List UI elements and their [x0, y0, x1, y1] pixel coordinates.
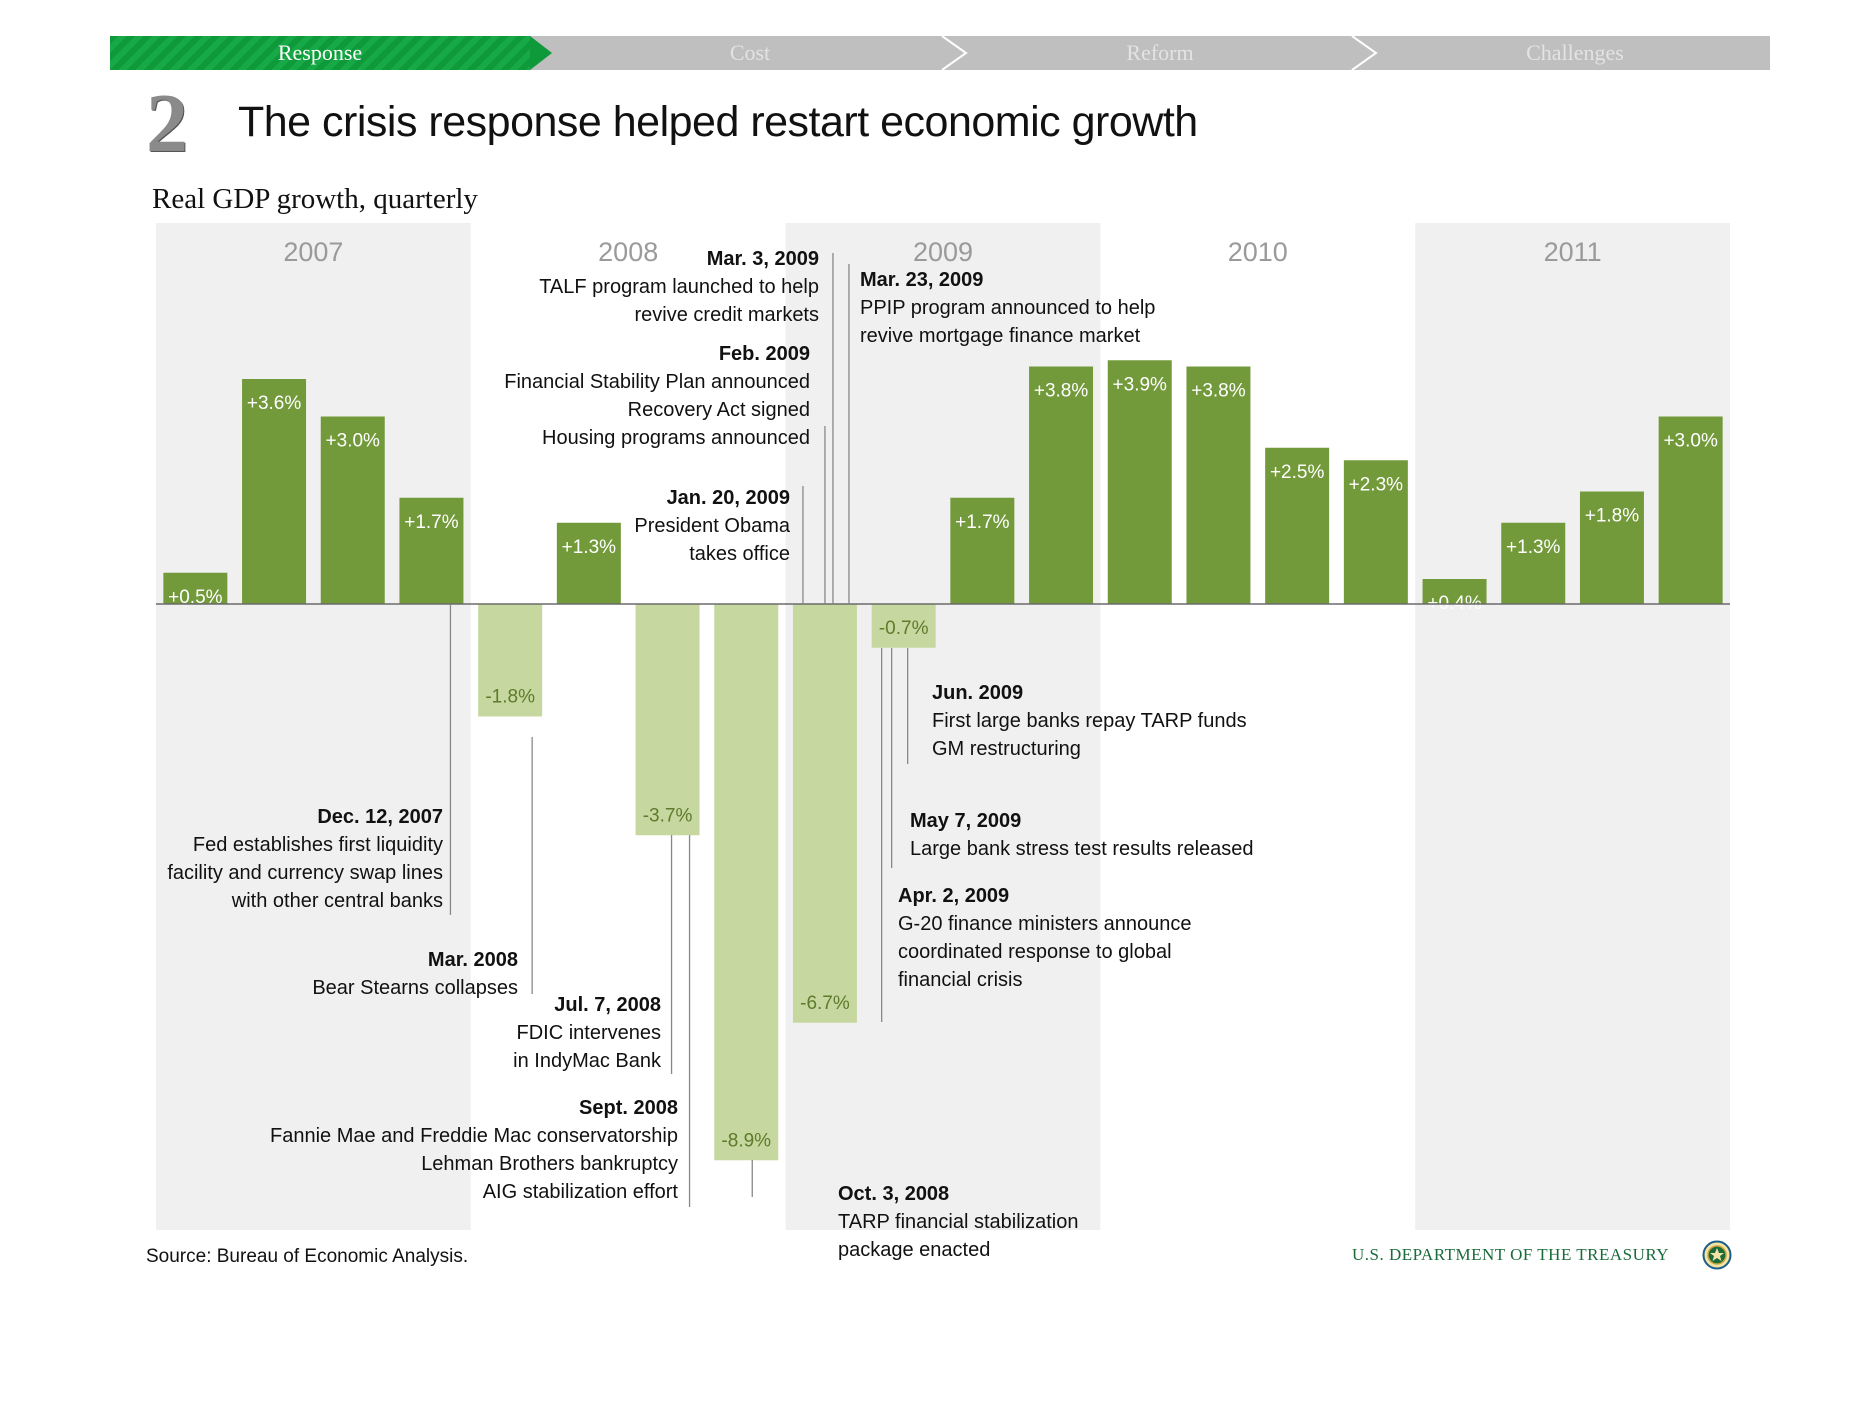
- gdp-bar: [478, 604, 543, 717]
- year-band-2011: [1415, 223, 1730, 1230]
- bar-value-label: +3.8%: [1034, 381, 1089, 402]
- section-nav: Response Cost Reform Challenges: [110, 36, 1770, 70]
- nav-chevron-icon: [941, 36, 968, 70]
- gdp-bar: [714, 604, 779, 1161]
- gdp-bar: [1422, 579, 1487, 604]
- bar-value-label: +2.5%: [1270, 462, 1325, 483]
- annotation-financial-stability: Feb. 2009 Financial Stability Plan annou…: [504, 343, 810, 449]
- page-title: The crisis response helped restart econo…: [238, 98, 1198, 146]
- annotation-talf: Mar. 3, 2009 TALF program launched to he…: [539, 248, 819, 326]
- bar-value-label: +3.0%: [1663, 431, 1718, 452]
- gdp-bar: [1343, 460, 1408, 604]
- annotation-obama: Jan. 20, 2009 President Obama takes offi…: [634, 487, 790, 565]
- tab-response[interactable]: Response: [110, 36, 530, 70]
- treasury-seal-icon: [1702, 1240, 1732, 1270]
- gdp-bar: [1265, 447, 1330, 604]
- gdp-bar: [163, 572, 228, 604]
- gdp-bar: [792, 604, 857, 1023]
- bar-value-label: -1.8%: [485, 687, 535, 708]
- bar-value-label: -8.9%: [721, 1130, 771, 1151]
- gdp-bar: [242, 379, 307, 604]
- year-label-2008: 2008: [598, 237, 658, 267]
- gdp-bar: [1579, 491, 1644, 604]
- year-label-2011: 2011: [1544, 237, 1602, 267]
- gdp-bar: [1658, 416, 1723, 604]
- gdp-bar: [1029, 366, 1094, 604]
- bar-value-label: -3.7%: [643, 805, 693, 826]
- tab-cost[interactable]: Cost: [729, 40, 771, 65]
- year-label-2010: 2010: [1228, 237, 1288, 267]
- source-note: Source: Bureau of Economic Analysis.: [146, 1246, 469, 1267]
- annotation-tarp-enacted: Oct. 3, 2008 TARP financial stabilizatio…: [838, 1183, 1079, 1261]
- gdp-bar: [950, 497, 1015, 604]
- year-band-2007: [156, 223, 471, 1230]
- bar-value-label: +1.3%: [1506, 537, 1561, 558]
- gdp-bar: [556, 522, 621, 604]
- year-label-2007: 2007: [283, 237, 343, 267]
- bar-value-label: +1.7%: [404, 512, 459, 533]
- gdp-bar: [871, 604, 936, 648]
- bar-value-label: -6.7%: [800, 993, 850, 1014]
- annotation-g20: Apr. 2, 2009 G-20 finance ministers anno…: [898, 885, 1192, 991]
- gdp-bar: [1501, 522, 1566, 604]
- bar-value-label: -0.7%: [879, 618, 929, 639]
- section-number: 2: [146, 77, 188, 170]
- bar-value-label: +3.6%: [247, 393, 302, 414]
- gdp-bar: [320, 416, 385, 604]
- gdp-bar: [1107, 360, 1172, 604]
- annotation-indymac: Jul. 7, 2008 FDIC intervenes in IndyMac …: [513, 994, 661, 1072]
- gdp-bar: [399, 497, 464, 604]
- nav-chevron-icon: [1351, 36, 1378, 70]
- bar-value-label: +1.3%: [562, 537, 617, 558]
- bar-value-label: +3.9%: [1113, 374, 1168, 395]
- annotation-bear-stearns: Mar. 2008 Bear Stearns collapses: [312, 949, 518, 999]
- bar-value-label: +2.3%: [1349, 474, 1404, 495]
- bar-value-label: +3.8%: [1191, 381, 1246, 402]
- annotation-fed-liquidity: Dec. 12, 2007 Fed establishes first liqu…: [167, 806, 443, 912]
- annotation-ppip: Mar. 23, 2009 PPIP program announced to …: [860, 269, 1156, 347]
- annotation-stress-test: May 7, 2009 Large bank stress test resul…: [910, 810, 1254, 860]
- chart-title: Real GDP growth, quarterly: [152, 183, 478, 215]
- gdp-bar: [635, 604, 700, 836]
- tab-challenges[interactable]: Challenges: [1526, 40, 1624, 65]
- bar-value-label: +1.7%: [955, 512, 1010, 533]
- bar-value-label: +3.0%: [326, 431, 381, 452]
- year-label-2009: 2009: [913, 237, 973, 267]
- annotation-sept-2008: Sept. 2008 Fannie Mae and Freddie Mac co…: [270, 1097, 678, 1203]
- bar-value-label: +0.5%: [168, 587, 223, 608]
- tab-response-arrow: [530, 36, 552, 70]
- brand-name: U.S. DEPARTMENT OF THE TREASURY: [1352, 1245, 1670, 1264]
- annotation-tarp-repay: Jun. 2009 First large banks repay TARP f…: [932, 682, 1247, 760]
- tab-reform[interactable]: Reform: [1126, 40, 1194, 65]
- gdp-bar: [1186, 366, 1251, 604]
- bar-value-label: +1.8%: [1585, 506, 1640, 527]
